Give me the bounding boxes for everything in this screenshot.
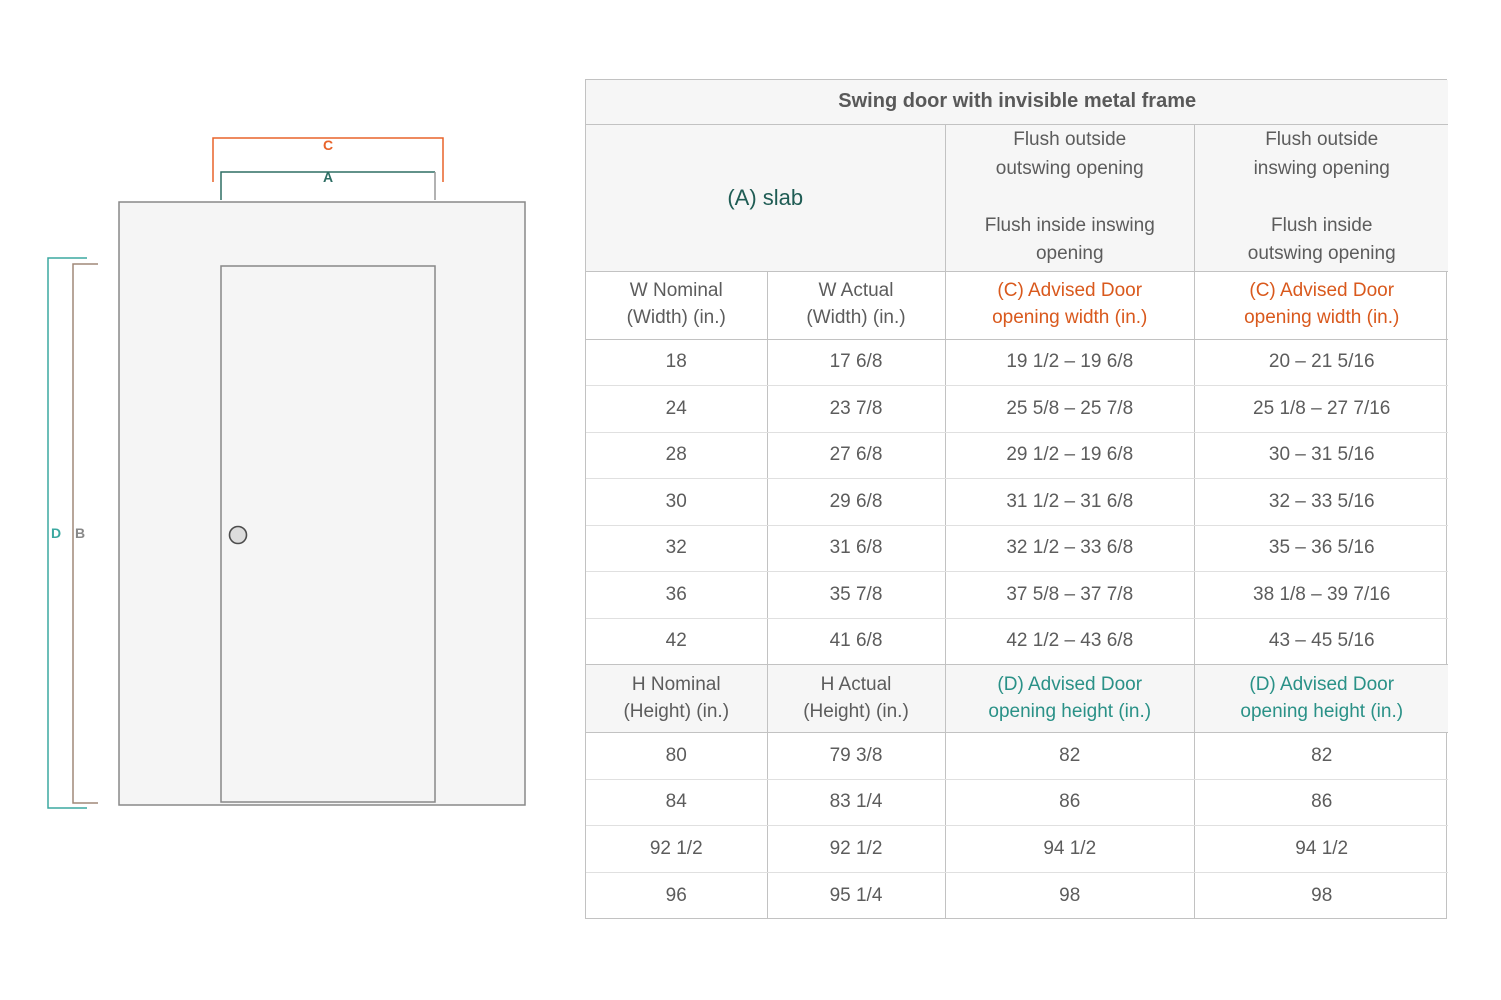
svg-text:B: B — [75, 525, 85, 541]
svg-text:C: C — [323, 137, 333, 153]
svg-text:D: D — [51, 525, 61, 541]
svg-text:A: A — [323, 169, 333, 185]
